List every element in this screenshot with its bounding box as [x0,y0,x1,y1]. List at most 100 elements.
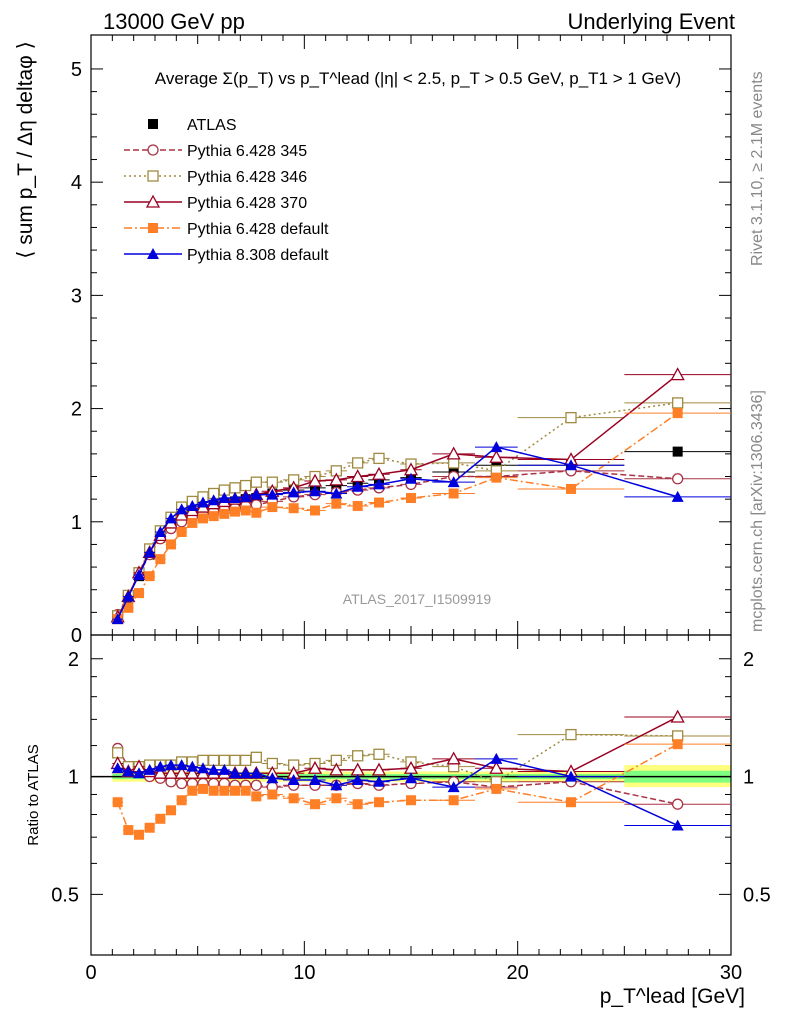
main-point-pythia-8-308-default [197,496,209,508]
main-point-pythia-6-428-346 [229,482,241,494]
main-point-pythia-6-428-default [374,497,384,508]
x-tick-label: 30 [720,962,742,984]
ratio-point-pythia-6-428-default [144,822,155,833]
ratio-point-pythia-8-308-default [229,767,241,779]
main-point-pythia-6-428-default [176,526,187,537]
ratio-point-pythia-6-428-default [219,785,230,796]
legend-label: Pythia 6.428 370 [187,195,307,212]
ratio-point-pythia-8-308-default [239,767,252,779]
main-point-pythia-6-428-346 [250,476,262,488]
main-point-pythia-6-428-370 [489,449,504,463]
ratio-point-pythia-8-308-default [143,763,156,775]
x-tick-label: 0 [85,962,96,984]
ratio-point-pythia-8-308-default [133,767,145,779]
main-marks [110,367,731,625]
ratio-point-pythia-6-428-default [672,739,683,750]
main-y-tick-label: 5 [71,59,82,81]
ratio-y-tick-label-right: 1 [743,767,754,789]
main-point-atlas [672,446,683,457]
main-point-pythia-6-428-default [134,588,144,599]
ratio-point-pythia-6-428-default [166,805,176,816]
main-point-pythia-6-428-default [352,500,363,511]
main-point-pythia-8-308-default [351,480,364,492]
ratio-point-pythia-6-428-default [267,789,278,800]
ratio-point-pythia-6-428-345 [250,779,262,791]
ratio-point-pythia-8-308-default [165,759,177,771]
ratio-point-pythia-8-308-default [250,767,263,779]
ratio-point-pythia-6-428-default [491,783,502,794]
ratio-y-tick-label: 2 [68,649,79,671]
ratio-point-pythia-6-428-346 [240,754,252,767]
ratio-point-pythia-6-428-346 [218,754,230,767]
mcplots-label: mcplots.cern.ch [arXiv:1306.3436] [749,390,766,632]
ratio-point-pythia-8-308-default [207,763,220,775]
main-ylabel: ⟨ sum p_T / Δη deltaφ ⟩ [14,41,37,259]
ratio-point-pythia-6-428-345 [672,798,684,810]
main-point-pythia-6-428-346 [672,397,684,409]
main-panel: 0 1 2 3 4 5 Average Σ(p_T) vs p_T^lead (|η| <… [14,34,732,647]
main-point-pythia-8-308-default [154,525,167,537]
main-point-pythia-6-428-default [187,517,198,528]
legend-label: Pythia 8.308 default [187,247,329,264]
ratio-point-pythia-6-428-370 [446,751,461,765]
main-point-pythia-8-308-default [218,492,231,504]
main-y-tick-label: 2 [71,399,82,421]
main-point-pythia-6-428-default [448,488,459,499]
main-point-pythia-8-308-default [229,492,241,504]
main-point-pythia-8-308-default [133,569,145,580]
watermark: ATLAS_2017_I1509919 [343,591,492,607]
ratio-point-pythia-6-428-default [352,799,363,810]
ratio-point-pythia-6-428-default [251,791,262,802]
ratio-point-pythia-6-428-default [155,813,166,824]
main-point-pythia-8-308-default [207,494,220,506]
ratio-point-pythia-6-428-370 [329,762,344,776]
ratio-y-tick-label-right: 0.5 [743,884,771,906]
ratio-point-pythia-6-428-default [566,797,576,808]
ratio-point-pythia-8-308-default [154,760,167,772]
main-y-tick-label: 1 [71,512,82,534]
main-point-pythia-8-308-default [671,490,684,502]
ratio-point-pythia-6-428-default [448,795,459,806]
ratio-point-pythia-6-428-370 [153,765,168,779]
main-point-pythia-6-428-370 [329,472,344,486]
ratio-point-pythia-6-428-370 [371,762,387,776]
main-point-pythia-8-308-default [239,490,252,502]
main-point-pythia-6-428-default [288,503,299,514]
ratio-point-pythia-8-308-default [197,762,209,774]
ratio-point-pythia-8-308-default [218,763,231,775]
ratio-point-pythia-6-428-346 [352,750,364,762]
ratio-point-pythia-8-308-default [447,781,460,793]
legend-marker [147,144,159,156]
ratio-point-pythia-8-308-default [565,770,577,782]
main-point-pythia-6-428-default [267,502,278,513]
main-point-pythia-6-428-default [208,511,219,522]
main-point-pythia-8-308-default [405,472,417,484]
ratio-point-pythia-6-428-346 [250,751,262,763]
ratio-point-pythia-8-308-default [373,775,385,787]
main-point-pythia-6-428-default [566,483,576,494]
legend-marker [148,223,158,233]
ratio-point-pythia-6-428-default [208,785,219,796]
main-point-atlas [331,480,342,491]
main-point-pythia-6-428-default [144,571,155,582]
ratio-point-pythia-6-428-default [310,799,320,810]
legend-marker [147,170,159,182]
legend: ATLAS Pythia 6.428 345 Pythia 6.428 346 Pyt… [124,117,329,264]
main-point-pythia-8-308-default [186,499,199,511]
ratio-point-pythia-6-428-default [134,829,144,840]
main-point-pythia-6-428-default [166,539,176,550]
main-point-pythia-6-428-370 [446,446,461,460]
legend-label: Pythia 6.428 345 [187,143,307,160]
ratio-point-pythia-8-308-default [186,760,199,772]
ratio-point-pythia-8-308-default [287,773,300,785]
ratio-point-pythia-6-428-370 [174,765,189,779]
main-point-pythia-8-308-default [330,487,343,499]
main-point-pythia-6-428-346 [565,411,577,424]
legend-marker [148,119,158,129]
main-point-pythia-6-428-default [123,602,134,613]
ratio-point-pythia-8-308-default [351,773,364,785]
main-point-pythia-6-428-370 [670,367,685,381]
ratio-y-ticks: 0.5 0.5 1 1 2 2 [51,649,771,907]
ratio-point-pythia-6-428-346 [229,754,241,767]
main-point-pythia-8-308-default [175,503,188,515]
